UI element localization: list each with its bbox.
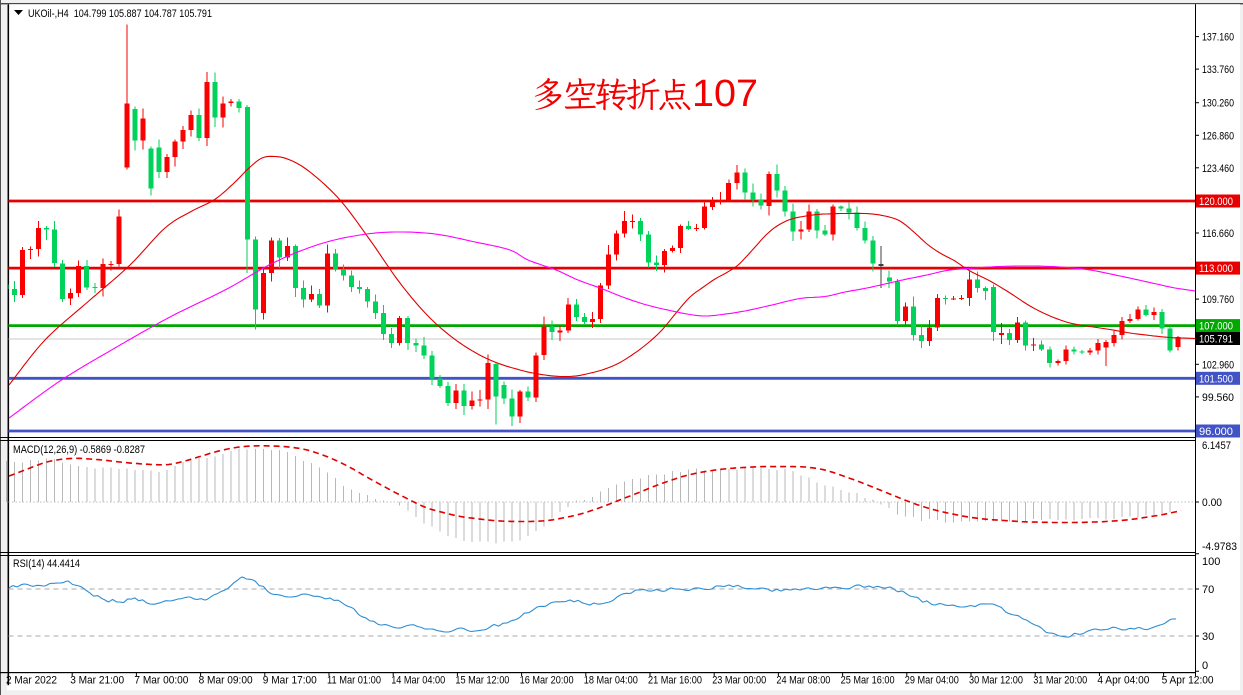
svg-text:0.00: 0.00: [1202, 497, 1222, 509]
svg-text:133.760: 133.760: [1202, 64, 1234, 76]
svg-text:30: 30: [1202, 631, 1214, 643]
svg-text:120.000: 120.000: [1199, 196, 1233, 208]
svg-text:15 Mar 12:00: 15 Mar 12:00: [455, 675, 509, 687]
svg-text:107: 107: [692, 73, 758, 115]
svg-text:6.1457: 6.1457: [1202, 440, 1231, 452]
svg-text:99.560: 99.560: [1202, 392, 1234, 404]
svg-text:137.160: 137.160: [1202, 32, 1234, 44]
svg-text:109.760: 109.760: [1202, 294, 1234, 306]
svg-text:23 Mar 00:00: 23 Mar 00:00: [712, 675, 766, 687]
svg-text:30 Mar 12:00: 30 Mar 12:00: [969, 675, 1023, 687]
svg-text:4 Apr 04:00: 4 Apr 04:00: [1097, 675, 1149, 687]
svg-text:24 Mar 08:00: 24 Mar 08:00: [776, 675, 830, 687]
svg-text:102.960: 102.960: [1202, 359, 1234, 371]
svg-text:0: 0: [1202, 660, 1208, 672]
svg-text:5 Apr 12:00: 5 Apr 12:00: [1162, 675, 1214, 687]
svg-text:9 Mar 17:00: 9 Mar 17:00: [263, 675, 317, 687]
svg-text:7 Mar 00:00: 7 Mar 00:00: [134, 675, 188, 687]
svg-text:18 Mar 04:00: 18 Mar 04:00: [584, 675, 638, 687]
svg-text:UKOil-,H4 104.799 105.887 104: UKOil-,H4 104.799 105.887 104.787 105.79…: [28, 8, 212, 20]
svg-text:101.500: 101.500: [1199, 373, 1233, 385]
svg-text:100: 100: [1202, 556, 1220, 568]
svg-text:MACD(12,26,9) -0.5869 -0.8287: MACD(12,26,9) -0.5869 -0.8287: [13, 444, 145, 456]
svg-text:11 Mar 01:00: 11 Mar 01:00: [327, 675, 381, 687]
svg-text:29 Mar 04:00: 29 Mar 04:00: [905, 675, 959, 687]
svg-text:70: 70: [1202, 584, 1214, 596]
svg-text:RSI(14) 44.4414: RSI(14) 44.4414: [13, 558, 80, 570]
svg-text:105.791: 105.791: [1199, 334, 1233, 346]
svg-text:8 Mar 09:00: 8 Mar 09:00: [199, 675, 253, 687]
svg-text:116.660: 116.660: [1202, 228, 1234, 240]
svg-text:107.000: 107.000: [1199, 321, 1233, 333]
svg-text:31 Mar 20:00: 31 Mar 20:00: [1033, 675, 1087, 687]
svg-text:123.460: 123.460: [1202, 163, 1234, 175]
svg-text:-4.9783: -4.9783: [1202, 541, 1237, 553]
svg-text:21 Mar 16:00: 21 Mar 16:00: [648, 675, 702, 687]
svg-text:96.000: 96.000: [1199, 426, 1233, 438]
svg-text:130.260: 130.260: [1202, 98, 1234, 110]
svg-text:113.000: 113.000: [1199, 263, 1233, 275]
svg-text:25 Mar 16:00: 25 Mar 16:00: [841, 675, 895, 687]
svg-text:126.860: 126.860: [1202, 130, 1234, 142]
svg-text:3 Mar 21:00: 3 Mar 21:00: [70, 675, 124, 687]
svg-text:2 Mar 2022: 2 Mar 2022: [6, 675, 57, 687]
svg-text:14 Mar 04:00: 14 Mar 04:00: [391, 675, 445, 687]
svg-text:16 Mar 20:00: 16 Mar 20:00: [520, 675, 574, 687]
